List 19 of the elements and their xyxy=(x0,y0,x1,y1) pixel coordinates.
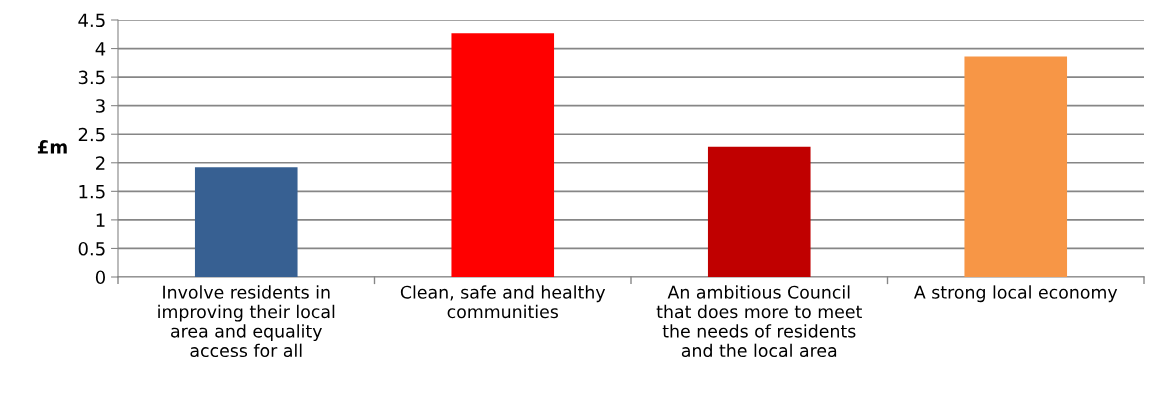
x-tick-label: An ambitious Council that does more to meet the needs of residents and the local area xyxy=(656,285,862,358)
y-tick-label: 4.5 xyxy=(78,13,105,28)
y-tick-label: 3 xyxy=(96,99,105,113)
bar xyxy=(964,56,1068,277)
y-tick-label: 2.5 xyxy=(78,127,105,142)
y-tick-label: 0.5 xyxy=(78,241,105,256)
y-axis-title: £m xyxy=(37,140,67,154)
y-tick-label: 3.5 xyxy=(78,70,105,85)
x-tick-label: A strong local economy xyxy=(913,285,1118,303)
y-tick-label: 2 xyxy=(96,156,105,170)
bar xyxy=(451,33,555,277)
y-tick-label: 0 xyxy=(95,270,105,285)
bar xyxy=(707,146,811,277)
bar xyxy=(194,167,298,277)
y-tick-label: 4 xyxy=(95,42,106,56)
x-tick-label: Involve residents in improving their local area and equality access for all xyxy=(158,285,335,358)
y-tick-label: 1.5 xyxy=(79,185,105,199)
y-tick-label: 1 xyxy=(96,213,105,227)
x-tick-label: Clean, safe and healthy communities xyxy=(400,285,606,319)
